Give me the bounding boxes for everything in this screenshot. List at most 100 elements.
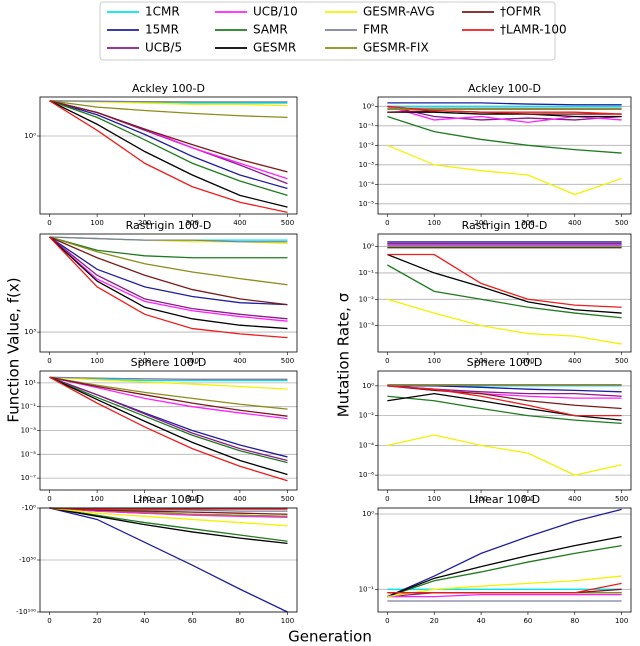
axes-frame — [39, 96, 298, 215]
series-line — [387, 536, 622, 598]
series-line — [49, 507, 288, 613]
series-line — [49, 507, 288, 527]
axes-frame — [377, 507, 632, 613]
x-axis-label: Generation — [288, 628, 372, 646]
series-line — [49, 376, 288, 380]
x-tick-label: 300 — [521, 495, 534, 503]
legend-label: UCB/10 — [253, 5, 298, 19]
x-tick-label: 100 — [281, 617, 294, 625]
series-line — [49, 100, 288, 173]
panel-title: Rastrigin 100-D — [126, 219, 212, 232]
x-tick-label: 300 — [186, 495, 199, 503]
x-tick-label: 400 — [233, 357, 246, 365]
series-line — [49, 236, 288, 243]
y-tick-label: 10⁻¹ — [359, 269, 375, 277]
series-line — [387, 385, 622, 417]
legend-label: 1CMR — [145, 5, 180, 19]
series-line — [387, 109, 622, 115]
x-tick-label: 0 — [385, 495, 389, 503]
panel-title: Sphere 100-D — [131, 356, 207, 369]
series-line — [49, 236, 288, 339]
legend-label: †LAMR-100 — [500, 23, 567, 37]
x-tick-label: 500 — [615, 495, 628, 503]
series-line — [387, 434, 622, 476]
x-tick-label: 0 — [385, 617, 389, 625]
panel-title: Ackley 100-D — [132, 82, 205, 95]
x-tick-label: 500 — [615, 357, 628, 365]
panel-title: Ackley 100-D — [468, 82, 541, 95]
y-tick-label: 10⁻² — [359, 295, 375, 303]
series-line — [387, 264, 622, 319]
series-line — [49, 236, 288, 259]
y-tick-label: 10⁻⁶ — [359, 471, 375, 479]
y-axis-label-right: Mutation Rate, σ — [335, 292, 353, 417]
y-axis-label-left: Function Value, f(x) — [5, 277, 23, 422]
series-line — [49, 236, 288, 286]
series-line — [49, 376, 288, 410]
x-tick-label: 300 — [186, 357, 199, 365]
axes-frame — [377, 233, 632, 353]
x-tick-label: 40 — [140, 617, 149, 625]
x-tick-label: 400 — [568, 357, 581, 365]
series-line — [49, 100, 288, 103]
x-tick-label: 200 — [138, 495, 151, 503]
y-tick-label: 10⁻³ — [21, 427, 37, 435]
x-tick-label: 0 — [385, 219, 389, 227]
series-line — [49, 507, 288, 519]
x-tick-label: 100 — [615, 617, 628, 625]
axes-frame — [377, 370, 632, 491]
series-line — [49, 376, 288, 417]
series-line — [387, 385, 622, 410]
x-tick-label: 400 — [568, 219, 581, 227]
x-tick-label: 200 — [474, 219, 487, 227]
x-tick-label: 500 — [281, 357, 294, 365]
y-tick-label: 10⁻¹ — [359, 122, 375, 130]
x-tick-label: 200 — [474, 495, 487, 503]
x-tick-label: 0 — [47, 495, 51, 503]
x-tick-label: 0 — [47, 219, 51, 227]
axes-frame — [377, 96, 632, 215]
series-line — [387, 115, 622, 154]
series-line — [49, 100, 288, 119]
x-tick-label: 300 — [521, 219, 534, 227]
x-tick-label: 500 — [615, 219, 628, 227]
series-line — [49, 507, 288, 542]
series-line — [387, 102, 622, 106]
x-tick-label: 200 — [138, 219, 151, 227]
series-line — [49, 376, 288, 464]
legend-label: SAMR — [253, 23, 288, 37]
y-tick-label: 10⁻¹ — [21, 403, 37, 411]
y-tick-label: 10¹ — [24, 379, 36, 387]
x-tick-label: 80 — [235, 617, 244, 625]
legend-label: GESMR-AVG — [363, 5, 435, 19]
x-tick-label: 400 — [233, 219, 246, 227]
y-tick-label: 10⁻⁴ — [359, 180, 375, 188]
legend-box — [99, 1, 556, 61]
x-tick-label: 20 — [430, 617, 439, 625]
x-tick-label: 100 — [90, 219, 103, 227]
y-tick-label: -10¹⁰⁰ — [16, 608, 36, 616]
y-tick-label: 10⁻⁵ — [359, 200, 375, 208]
series-line — [49, 100, 288, 197]
x-tick-label: 300 — [186, 219, 199, 227]
series-line — [49, 236, 288, 306]
series-line — [387, 593, 622, 598]
x-tick-label: 100 — [90, 495, 103, 503]
series-line — [387, 105, 622, 115]
x-tick-label: 300 — [521, 357, 534, 365]
series-line — [49, 376, 288, 420]
y-tick-label: 10⁻⁴ — [359, 441, 375, 449]
legend-label: FMR — [363, 23, 389, 37]
panel-title: Sphere 100-D — [467, 356, 543, 369]
series-line — [387, 544, 622, 598]
y-tick-label: 10⁻² — [359, 412, 375, 420]
series-line — [49, 376, 288, 482]
series-line — [49, 376, 288, 458]
legend-label: †OFMR — [500, 5, 541, 19]
x-tick-label: 200 — [474, 357, 487, 365]
series-line — [387, 253, 622, 314]
x-tick-label: 0 — [385, 357, 389, 365]
x-tick-label: 0 — [47, 617, 51, 625]
series-line — [49, 100, 288, 208]
